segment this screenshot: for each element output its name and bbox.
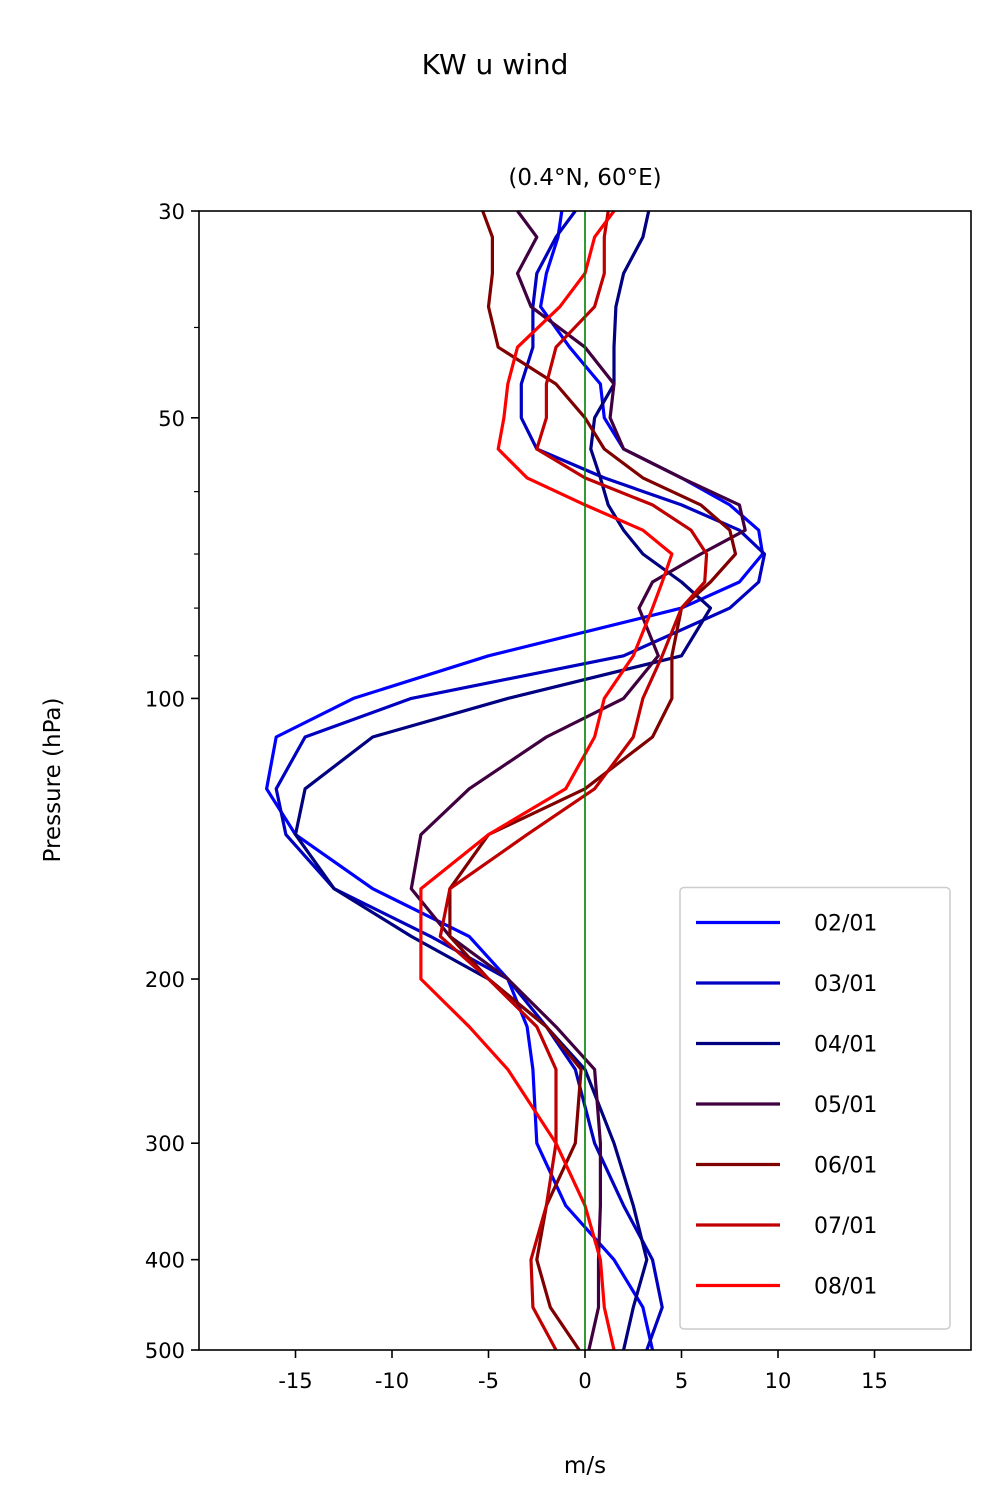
y-tick-label: 100 xyxy=(145,687,185,711)
x-tick-label: 5 xyxy=(675,1369,688,1393)
y-tick-label: 400 xyxy=(145,1249,185,1273)
legend-label: 08/01 xyxy=(814,1275,877,1300)
y-tick-label: 300 xyxy=(145,1132,185,1156)
legend-label: 04/01 xyxy=(814,1033,877,1058)
x-tick-label: -5 xyxy=(478,1369,499,1393)
legend-label: 05/01 xyxy=(814,1093,877,1118)
series-layer xyxy=(265,210,767,1351)
legend-label: 07/01 xyxy=(814,1214,877,1239)
x-tick-label: 15 xyxy=(861,1369,888,1393)
series-line-4 xyxy=(409,210,747,1351)
series-line-5 xyxy=(448,210,738,1351)
x-tick-label: -15 xyxy=(278,1369,312,1393)
series-line-7 xyxy=(419,210,674,1351)
series-line-1 xyxy=(265,210,765,1351)
y-tick-label: 200 xyxy=(145,968,185,992)
legend-box xyxy=(679,886,951,1330)
chart-subtitle: (0.4°N, 60°E) xyxy=(508,165,661,191)
x-tick-label: -10 xyxy=(375,1369,409,1393)
y-axis-label: Pressure (hPa) xyxy=(40,698,66,863)
x-axis-label: m/s xyxy=(564,1453,606,1479)
series-line-3 xyxy=(293,210,713,1351)
x-tick-label: 10 xyxy=(765,1369,792,1393)
legend-label: 03/01 xyxy=(814,972,877,997)
x-axis-ticks: -15 -10 -5 0 5 10 15 xyxy=(278,1350,888,1393)
y-tick-label: 500 xyxy=(145,1339,185,1363)
series-line-2 xyxy=(274,210,767,1351)
legend-label: 06/01 xyxy=(814,1154,877,1179)
chart-title: KW u wind xyxy=(422,48,569,81)
y-axis-ticks: 30 50 100 200 300 400 500 xyxy=(145,200,199,1363)
legend: 02/01 03/01 04/01 05/01 06/01 07/01 08/01 xyxy=(679,886,951,1330)
x-tick-label: 0 xyxy=(578,1369,591,1393)
y-tick-label: 50 xyxy=(158,407,185,431)
y-tick-label: 30 xyxy=(158,200,185,224)
legend-label: 02/01 xyxy=(814,912,877,937)
series-line-6 xyxy=(438,210,709,1351)
